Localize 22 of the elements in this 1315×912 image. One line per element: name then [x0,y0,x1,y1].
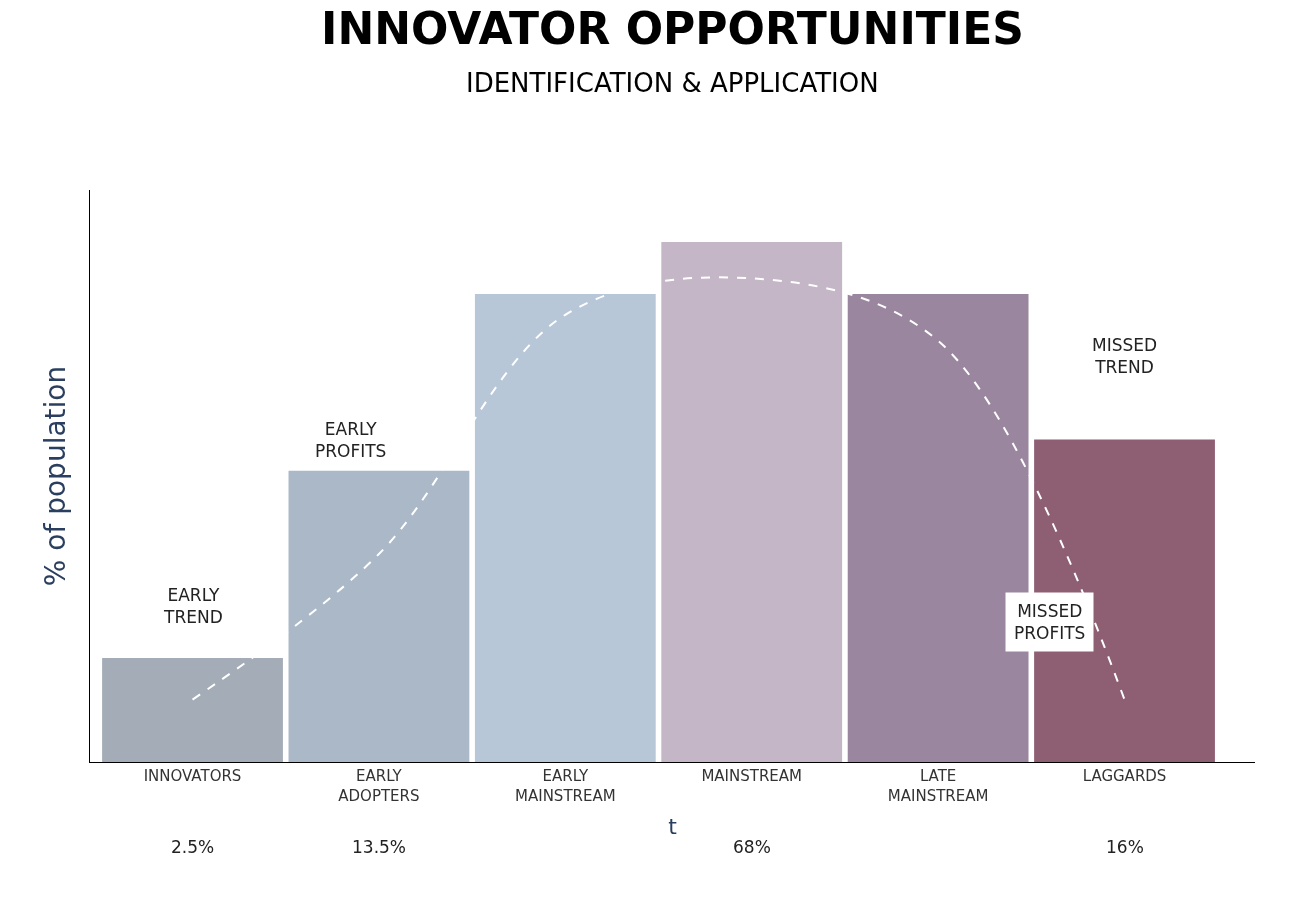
bar [288,470,470,762]
x-tick-label: EARLY MAINSTREAM [515,767,616,805]
y-axis-title: % of population [38,365,72,587]
text: 68% [733,837,771,857]
text: 13.5% [352,837,407,857]
text: 2.5% [171,837,215,857]
text: 16% [1106,837,1144,857]
annotation: MISSED TREND [1092,335,1158,378]
bar [102,658,283,762]
x-tick-label: INNOVATORS [143,767,242,785]
bar [474,294,656,762]
x-axis-title: t [668,814,678,840]
annotation: EARLY PROFITS [315,419,387,462]
chart-title: INNOVATOR OPPORTUNITIES [321,3,1024,55]
bar [661,242,843,762]
x-tick-label: EARLY ADOPTERS [338,767,420,805]
chart-subtitle: IDENTIFICATION & APPLICATION [466,68,879,98]
x-tick-label: MAINSTREAM [701,767,803,785]
annotation: EARLY TREND [163,585,223,628]
x-tick-label: LAGGARDS [1082,767,1167,785]
annotation: MISSED PROFITS [1014,601,1086,644]
x-tick-label: LATE MAINSTREAM [887,767,989,805]
